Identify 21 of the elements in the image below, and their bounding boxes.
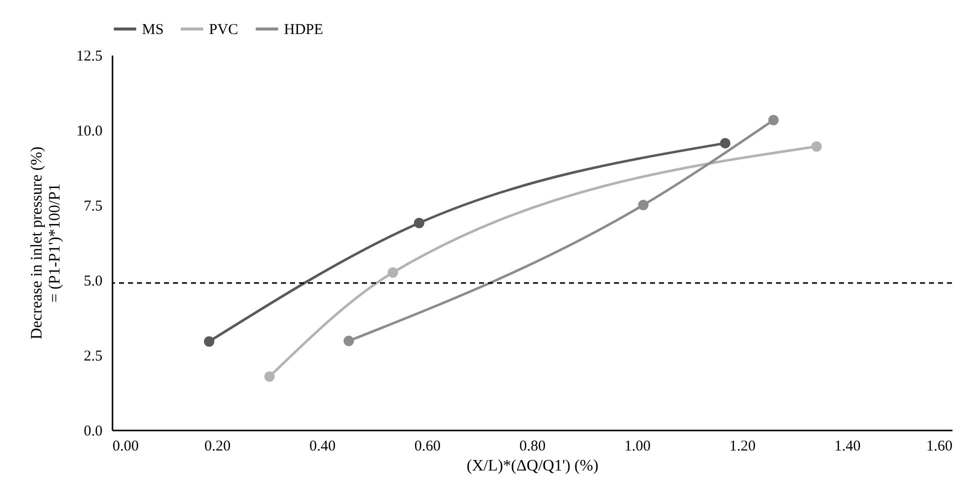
x-tick-label: 0.80 xyxy=(519,438,546,454)
y-tick-label: 7.5 xyxy=(84,198,102,214)
x-tick-label: 1.00 xyxy=(624,438,651,454)
x-tick-label: 1.40 xyxy=(834,438,861,454)
legend-label: HDPE xyxy=(284,22,324,38)
y-tick-label: 12.5 xyxy=(76,48,102,64)
legend-label: MS xyxy=(142,22,164,38)
x-tick-label: 0.60 xyxy=(414,438,441,454)
x-tick-label: 1.20 xyxy=(729,438,756,454)
x-tick-label: 0.20 xyxy=(204,438,231,454)
text: = (P1-P1')*100/P1 xyxy=(46,183,64,303)
text: Decrease in inlet pressure (%) xyxy=(28,146,46,340)
x-tick-label: 1.60 xyxy=(926,438,952,454)
y-tick-label: 5.0 xyxy=(84,274,102,290)
x-axis-title: (X/L)*(ΔQ/Q1') (%) xyxy=(466,458,598,474)
y-tick-label: 2.5 xyxy=(84,348,102,364)
y-tick-label: 0.0 xyxy=(84,424,102,440)
y-tick-label: 10.0 xyxy=(76,124,102,140)
x-tick-label: 0.00 xyxy=(112,438,139,454)
legend-label: PVC xyxy=(209,22,238,38)
x-tick-label: 0.40 xyxy=(309,438,336,454)
